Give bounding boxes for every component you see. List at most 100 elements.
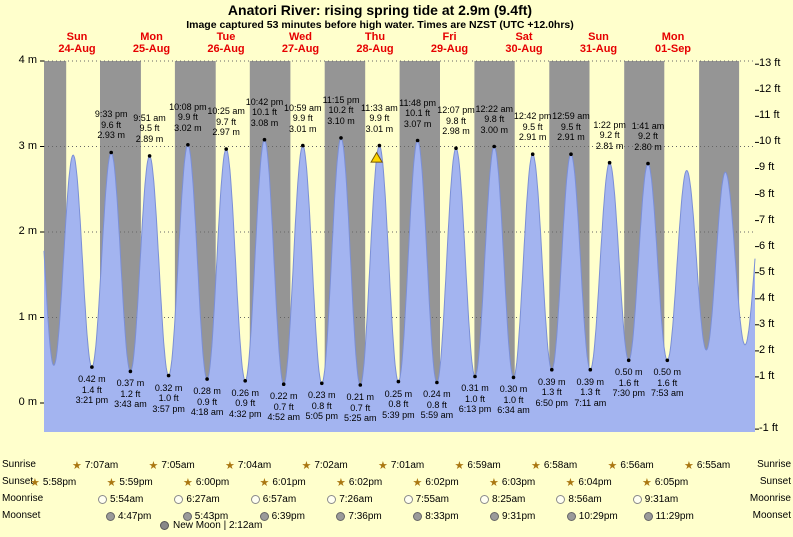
meter-axis-label: 4 m	[18, 54, 37, 66]
moonrise-time: 7:26am	[339, 493, 373, 505]
sunset-time: 6:02pm	[348, 476, 383, 488]
day-date: 28-Aug	[356, 43, 394, 55]
day-label: Thu 28-Aug	[340, 31, 410, 55]
tide-extreme-dot	[358, 383, 363, 387]
moonset-row-label-right: Moonset	[752, 510, 791, 521]
day-name: Mon	[140, 31, 163, 43]
feet-axis-label: 3 ft	[759, 317, 775, 330]
tide-label-line: 0.26 m	[231, 387, 259, 398]
low-tide-label: 0.24 m 0.8 ft 5:59 am	[412, 389, 462, 421]
high-tide-label: 10:42 pm 10.1 ft 3.08 m	[239, 97, 289, 129]
sunset-time: 6:00pm	[195, 476, 230, 488]
high-tide-label: 11:15 pm 10.2 ft 3.10 m	[316, 95, 366, 127]
moonset-entry: 7:36pm	[336, 509, 382, 523]
tide-extreme-dot	[454, 146, 458, 150]
low-tide-label: 0.28 m 0.9 ft 4:18 am	[182, 386, 232, 418]
tide-label-line: 4:32 pm	[228, 408, 262, 419]
moonset-entry: 5:43pm	[182, 509, 228, 523]
sunrise-time: 6:58am	[543, 459, 578, 471]
tide-label-line: 9.2 ft	[637, 131, 658, 142]
tide-label-line: 9.7 ft	[216, 116, 237, 127]
sunrise-entry: ★ 7:04am	[225, 458, 271, 472]
moonset-icon	[336, 511, 346, 521]
current-time-marker	[370, 151, 383, 163]
sunrise-icon: ★	[148, 458, 159, 472]
low-tide-label: 0.42 m 1.4 ft 3:21 pm	[67, 374, 117, 406]
day-date: 01-Sep	[654, 43, 692, 55]
day-name: Sun	[66, 31, 88, 43]
tide-label-line: 3.00 m	[480, 124, 508, 135]
tide-label-line: 10.1 ft	[405, 108, 431, 118]
tide-label-line: 10:25 am	[207, 106, 245, 117]
tide-label-line: 7:11 am	[574, 397, 607, 408]
tide-label-line: 0.7 ft	[273, 401, 294, 412]
sunrise-icon: ★	[225, 458, 235, 472]
moonrise-row-label-right: Moonrise	[749, 493, 791, 504]
tide-curve-outline	[43, 137, 756, 386]
day-date: 27-Aug	[281, 43, 320, 55]
sunrise-entry: ★ 6:56am	[608, 458, 654, 472]
sunrise-time: 7:02am	[314, 459, 348, 471]
tide-label-line: 2.89 m	[135, 133, 164, 144]
day-label: Mon 01-Sep	[638, 31, 708, 55]
moonset-entry: 10:29pm	[566, 509, 618, 523]
day-name: Tue	[216, 31, 236, 43]
sunset-time: 6:03pm	[501, 476, 536, 488]
tide-label-line: 1:22 pm	[593, 119, 626, 130]
tide-label-line: 0.50 m	[614, 367, 643, 378]
tide-label-line: 0.8 ft	[426, 399, 447, 410]
high-tide-label: 12:22 am 9.8 ft 3.00 m	[469, 104, 519, 136]
tide-label-line: 1.3 ft	[580, 387, 601, 398]
low-tide-label: 0.50 m 1.6 ft 7:53 am	[642, 367, 692, 399]
moonrise-icon	[174, 494, 184, 504]
tide-label-line: 3:21 pm	[75, 395, 109, 406]
sunset-icon: ★	[30, 475, 40, 489]
sunset-entry: ★ 6:00pm	[183, 475, 229, 489]
low-tide-label: 0.50 m 1.6 ft 7:30 pm	[604, 367, 654, 399]
day-date: 29-Aug	[430, 43, 469, 55]
sunrise-time: 7:07am	[84, 459, 119, 471]
moonset-time: 7:36pm	[348, 510, 382, 522]
moonrise-time: 6:57am	[262, 493, 297, 505]
high-tide-label: 11:33 am 9.9 ft 3.01 m	[354, 103, 404, 135]
low-tide-label: 0.25 m 0.8 ft 5:39 pm	[373, 389, 423, 421]
tide-label-line: 11:48 pm	[399, 97, 436, 108]
sunset-time: 6:02pm	[425, 476, 459, 488]
moonrise-entry: 7:26am	[327, 492, 373, 506]
feet-axis-label: 1 ft	[759, 369, 775, 382]
tide-extreme-dot	[243, 379, 247, 383]
sunset-entry: ★ 6:02pm	[413, 475, 459, 489]
moonset-icon	[182, 511, 192, 521]
sunset-time: 6:04pm	[578, 476, 612, 488]
moonrise-entry: 6:57am	[250, 492, 297, 506]
tide-label-line: 7:30 pm	[612, 388, 645, 399]
tide-label-line: 0.50 m	[653, 367, 682, 378]
tide-label-line: 3.02 m	[174, 122, 202, 133]
tide-extreme-dot	[262, 137, 267, 142]
high-tide-label: 12:07 pm 9.8 ft 2.98 m	[431, 105, 481, 137]
moonrise-icon	[403, 494, 413, 504]
tide-label-line: 9.8 ft	[484, 114, 505, 124]
tide-label-line: 0.23 m	[308, 390, 336, 401]
tide-label-line: 6:13 pm	[458, 404, 492, 415]
sunset-row-label-left: Sunset	[2, 476, 34, 487]
tide-label-line: 12:22 am	[475, 103, 513, 114]
moonset-entry: 4:47pm	[106, 509, 151, 523]
tide-extreme-dot	[320, 381, 324, 386]
moonrise-icon	[480, 494, 489, 504]
moonset-icon	[566, 511, 576, 521]
moonrise-time: 7:55am	[415, 493, 449, 505]
new-moon-note: New Moon | 2:12am	[160, 520, 262, 531]
tide-extreme-dot	[339, 136, 343, 140]
moonset-time: 8:33pm	[425, 510, 459, 522]
low-tide-label: 0.30 m 1.0 ft 6:34 am	[489, 384, 539, 416]
moonrise-time: 5:54am	[110, 493, 144, 505]
sunrise-icon: ★	[607, 458, 618, 472]
tide-extreme-dot	[186, 143, 190, 147]
moonrise-icon	[327, 494, 337, 504]
moonset-icon	[643, 511, 653, 521]
tide-label-line: 2.91 m	[557, 132, 585, 143]
tide-label-line: 1.6 ft	[657, 377, 678, 388]
day-label: Sun 24-Aug	[42, 31, 112, 55]
